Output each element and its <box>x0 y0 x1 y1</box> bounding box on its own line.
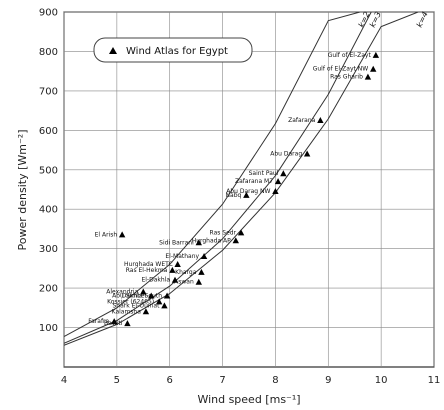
point-label: Ras Sedr <box>210 229 237 236</box>
curve-k=2 <box>64 12 361 338</box>
point-label: Gulf of El-Zayt <box>328 52 372 59</box>
grid <box>63 11 435 367</box>
data-point <box>169 266 176 273</box>
data-point <box>364 73 372 80</box>
data-point <box>174 260 181 267</box>
data-point <box>118 231 126 238</box>
data-point <box>370 65 377 72</box>
point-label: Kossier (62465) <box>107 298 154 305</box>
x-tick-label: 7 <box>219 375 225 386</box>
curve-k=3 <box>64 12 403 344</box>
point-label: Zafarana <box>288 117 316 124</box>
x-tick-labels: 4 5 6 7 8 9 10 11 <box>61 375 441 386</box>
point-label: El Arish <box>95 231 118 238</box>
x-tick-label: 10 <box>375 375 388 386</box>
point-label: Dakhla South <box>122 293 162 300</box>
point-label: El-Dakhla <box>141 277 170 284</box>
data-point <box>272 187 279 194</box>
x-axis-title: Wind speed [ms⁻¹] <box>197 393 300 406</box>
point-label: Hurghada WETC <box>124 261 173 268</box>
point-label: Hurghada AP <box>192 237 231 244</box>
data-point <box>111 318 118 325</box>
data-point <box>142 308 150 315</box>
y-tick-label: 500 <box>39 165 58 176</box>
data-point <box>372 51 380 58</box>
data-point <box>140 288 147 295</box>
data-point <box>163 292 171 299</box>
x-tick-label: 6 <box>167 375 173 386</box>
y-tick-label: 700 <box>39 86 58 97</box>
point-label: Nabq <box>226 192 242 199</box>
x-tick-label: 5 <box>114 375 120 386</box>
data-point <box>303 150 311 157</box>
x-tick-label: 9 <box>325 375 331 386</box>
y-tick-label: 300 <box>39 244 58 255</box>
point-label: Farafra <box>88 318 109 325</box>
data-point <box>237 229 245 236</box>
point-label: Kalamsha <box>112 308 142 315</box>
point-label: Bawiti <box>104 320 123 327</box>
point-label: Saint Paul <box>249 170 279 177</box>
data-point <box>198 268 205 275</box>
data-point <box>171 276 179 283</box>
curve-k=4 <box>64 12 419 346</box>
x-tick-label: 4 <box>61 375 67 386</box>
data-point <box>195 239 202 246</box>
data-point <box>161 302 168 309</box>
y-axis-title: Power density [Wm⁻²] <box>16 130 29 251</box>
point-label: Ras El-Hekma <box>126 267 168 274</box>
point-label: Gulf of El-Zayt NW <box>313 66 369 73</box>
legend-box <box>93 37 253 63</box>
data-point <box>200 253 208 260</box>
x-tick-label: 11 <box>428 375 441 386</box>
legend-label: Wind Atlas for Egypt <box>126 46 228 57</box>
point-label: Kharga <box>175 269 197 276</box>
y-tick-labels: 100 200 300 400 500 600 700 800 900 <box>39 8 58 335</box>
y-tick-label: 200 <box>39 284 58 295</box>
y-tick-label: 800 <box>39 47 58 58</box>
data-point <box>274 178 282 185</box>
data-point <box>243 191 250 198</box>
point-label: Sidi Barrani <box>159 239 194 246</box>
data-point <box>280 170 287 177</box>
point-label: El-Mathany <box>165 253 199 260</box>
point-label: Aswan <box>174 279 194 286</box>
legend: Wind Atlas for Egypt <box>93 37 253 63</box>
y-tick-label: 600 <box>39 126 58 137</box>
y-tick-label: 400 <box>39 205 58 216</box>
legend-marker-triangle <box>109 47 117 54</box>
point-label: Abu Darag NW <box>226 188 270 195</box>
data-point <box>232 237 239 244</box>
data-point <box>155 298 163 305</box>
point-label: Ras Gharib <box>330 74 363 81</box>
data-point <box>124 320 131 327</box>
point-label: Abu Simbel <box>112 293 146 300</box>
point-label: Zafarana M7 <box>235 178 273 185</box>
point-label: Alexandria <box>106 289 138 296</box>
point-label: Shark El-Ouinat <box>112 302 160 309</box>
point-label: Abu Darag <box>270 151 302 158</box>
y-tick-label: 900 <box>39 8 58 19</box>
data-point <box>317 116 324 123</box>
x-tick-label: 8 <box>272 375 278 386</box>
y-tick-label: 100 <box>39 323 58 334</box>
data-point <box>148 292 155 299</box>
data-point <box>195 278 202 285</box>
